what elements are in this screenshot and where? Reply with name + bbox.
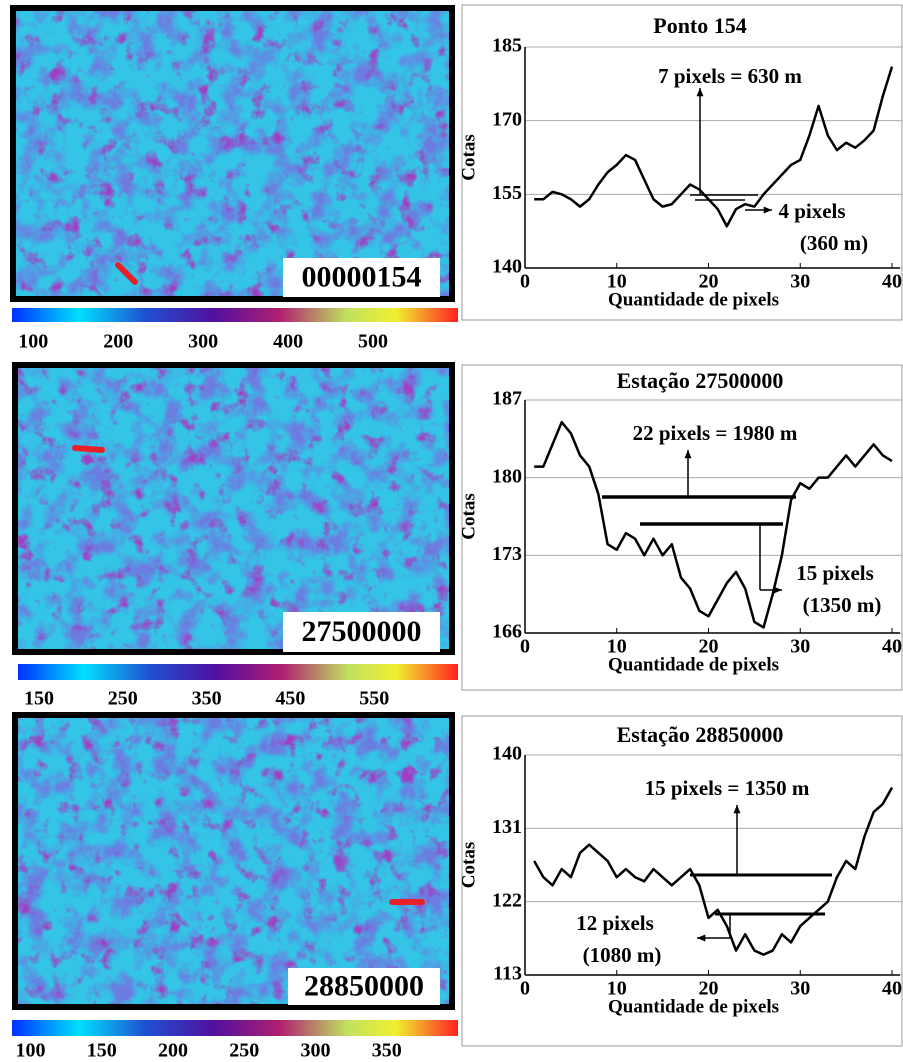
colorbar-tick-label: 300 bbox=[301, 1040, 331, 1062]
colorbar bbox=[18, 664, 458, 680]
colorbar-tick-label: 350 bbox=[192, 688, 222, 710]
y-tick-label: 155 bbox=[492, 182, 522, 204]
y-tick-label: 170 bbox=[492, 108, 522, 130]
x-tick-label: 10 bbox=[607, 271, 627, 293]
colorbar bbox=[12, 308, 458, 322]
x-tick-label: 0 bbox=[520, 271, 530, 293]
colorbar-tick-label: 500 bbox=[358, 331, 388, 353]
map-relief bbox=[18, 718, 449, 1004]
annotation: (1350 m) bbox=[803, 593, 882, 617]
station-label: 00000154 bbox=[302, 260, 422, 293]
x-tick-label: 30 bbox=[790, 271, 810, 293]
y-tick-label: 187 bbox=[492, 388, 522, 410]
chart-title: Ponto 154 bbox=[653, 13, 747, 38]
x-tick-label: 0 bbox=[520, 636, 530, 658]
colorbar-tick-label: 150 bbox=[87, 1040, 117, 1062]
station-label-box bbox=[288, 968, 440, 1005]
x-tick-label: 30 bbox=[790, 636, 810, 658]
section-marker bbox=[72, 445, 105, 453]
chart-box bbox=[461, 715, 903, 1047]
annotation: 22 pixels = 1980 m bbox=[633, 421, 798, 445]
station-label: 27500000 bbox=[302, 615, 422, 648]
arrow-head bbox=[696, 88, 704, 97]
arrow-head bbox=[684, 450, 692, 459]
x-tick-label: 30 bbox=[790, 978, 810, 1000]
y-tick-label: 122 bbox=[492, 889, 522, 911]
annotation: 15 pixels bbox=[796, 561, 874, 585]
colorbar-tick-label: 100 bbox=[18, 331, 48, 353]
colorbar-tick-label: 200 bbox=[158, 1040, 188, 1062]
y-tick-label: 185 bbox=[492, 35, 522, 57]
annotation: 15 pixels = 1350 m bbox=[645, 776, 810, 800]
x-axis-label: Quantidade de pixels bbox=[608, 289, 779, 310]
station-label-box bbox=[283, 612, 440, 652]
colorbar-tick-label: 400 bbox=[273, 331, 303, 353]
arrow-head bbox=[763, 206, 772, 214]
colorbar-tick-label: 250 bbox=[229, 1040, 259, 1062]
map-relief bbox=[18, 368, 449, 649]
annotation: 4 pixels bbox=[778, 199, 845, 223]
colorbar bbox=[12, 1020, 458, 1036]
map-relief bbox=[16, 11, 449, 296]
profile-line bbox=[533, 786, 894, 956]
x-tick-label: 20 bbox=[699, 271, 719, 293]
colorbar-tick-label: 350 bbox=[372, 1040, 402, 1062]
x-tick-label: 20 bbox=[699, 978, 719, 1000]
station-label: 28850000 bbox=[304, 969, 424, 1002]
y-tick-label: 140 bbox=[492, 743, 522, 765]
colorbar-tick-label: 150 bbox=[24, 688, 54, 710]
annotation: (1080 m) bbox=[583, 943, 662, 967]
colorbar-tick-label: 450 bbox=[275, 688, 305, 710]
arrow-head bbox=[733, 805, 741, 814]
x-tick-label: 40 bbox=[882, 978, 902, 1000]
annotation: 12 pixels bbox=[576, 911, 654, 935]
arrow-head bbox=[697, 934, 706, 942]
chart-title: Estação 27500000 bbox=[617, 368, 784, 393]
y-tick-label: 180 bbox=[492, 465, 522, 487]
y-tick-label: 140 bbox=[492, 256, 522, 278]
arrow-head bbox=[773, 586, 782, 594]
chart-box bbox=[461, 4, 903, 321]
y-tick-label: 173 bbox=[492, 543, 522, 565]
colorbar-tick-label: 550 bbox=[359, 688, 389, 710]
chart-title: Estação 28850000 bbox=[617, 722, 784, 747]
colorbar-tick-label: 250 bbox=[108, 688, 138, 710]
x-tick-label: 40 bbox=[882, 271, 902, 293]
chart-box bbox=[461, 364, 903, 691]
section-marker bbox=[115, 262, 138, 285]
y-tick-label: 166 bbox=[492, 621, 522, 643]
x-axis-label: Quantidade de pixels bbox=[608, 996, 779, 1017]
x-tick-label: 40 bbox=[882, 636, 902, 658]
y-axis-label: Cotas bbox=[458, 493, 479, 539]
profile-line bbox=[534, 66, 894, 228]
annotation: 7 pixels = 630 m bbox=[658, 64, 802, 88]
y-axis-label: Cotas bbox=[458, 134, 479, 180]
y-tick-label: 113 bbox=[493, 963, 522, 985]
y-axis-label: Cotas bbox=[458, 842, 479, 888]
x-tick-label: 10 bbox=[607, 636, 627, 658]
station-label-box bbox=[283, 258, 440, 297]
x-tick-label: 10 bbox=[607, 978, 627, 1000]
profile-line bbox=[534, 420, 893, 629]
x-axis-label: Quantidade de pixels bbox=[608, 654, 779, 675]
x-tick-label: 20 bbox=[699, 636, 719, 658]
colorbar-tick-label: 300 bbox=[188, 331, 218, 353]
colorbar-tick-label: 200 bbox=[103, 331, 133, 353]
colorbar-tick-label: 100 bbox=[16, 1040, 46, 1062]
annotation: (360 m) bbox=[800, 231, 868, 255]
x-tick-label: 0 bbox=[520, 978, 530, 1000]
y-tick-label: 131 bbox=[492, 816, 522, 838]
